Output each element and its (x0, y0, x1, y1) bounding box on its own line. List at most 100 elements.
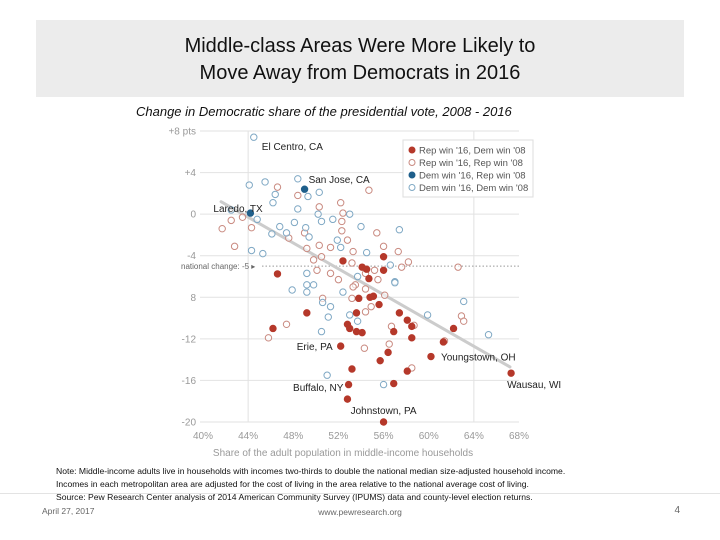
data-point (390, 327, 398, 336)
data-point (386, 261, 395, 269)
data-point (336, 199, 345, 207)
data-point (268, 230, 276, 238)
data-point (309, 256, 318, 264)
legend-label: Rep win '16, Dem win '08 (419, 145, 526, 156)
data-point (408, 334, 416, 342)
x-tick-label: 40% (193, 431, 213, 442)
data-point (290, 218, 299, 227)
data-point (449, 324, 458, 333)
data-point (282, 229, 291, 237)
data-point (238, 213, 247, 221)
data-point (227, 216, 235, 225)
data-point (273, 183, 282, 191)
data-point (303, 288, 311, 296)
data-point (381, 291, 389, 299)
x-axis-label: Share of the adult population in middle-… (213, 448, 473, 459)
title-box: Middle-class Areas Were More Likely to M… (36, 20, 684, 97)
annotation-label: Erie, PA (297, 342, 333, 353)
data-point (379, 380, 388, 389)
data-point (269, 199, 277, 207)
legend-label: Dem win '16, Dem win '08 (419, 183, 528, 194)
legend-box (402, 139, 534, 198)
data-point (333, 236, 341, 244)
data-point (369, 292, 378, 300)
data-point (390, 379, 398, 388)
data-point (338, 217, 346, 226)
data-point (294, 175, 302, 183)
y-tick-label: 8 (190, 293, 196, 304)
footer-url: www.pewresearch.org (318, 507, 402, 517)
data-point (227, 206, 235, 214)
data-point (343, 236, 352, 244)
data-point (288, 286, 296, 294)
data-point (384, 348, 392, 357)
data-point (343, 395, 352, 403)
data-point (245, 181, 253, 189)
data-point (355, 294, 363, 303)
x-tick-label: 52% (328, 431, 348, 442)
data-point (314, 210, 322, 218)
data-point (353, 317, 362, 325)
data-point (317, 217, 326, 226)
data-point (294, 205, 302, 213)
data-point (250, 133, 258, 141)
data-point (362, 265, 371, 273)
data-point (334, 275, 343, 284)
data-point (324, 313, 332, 321)
data-point (403, 367, 411, 375)
data-point (315, 203, 323, 211)
data-point (339, 257, 347, 265)
data-point (365, 274, 373, 283)
x-tick-label: 48% (283, 431, 303, 442)
reference-line-label: national change: -5 ▸ (181, 262, 255, 271)
annotation-label: El Centro, CA (262, 142, 323, 153)
y-tick-label: -4 (187, 251, 196, 262)
footer-date: April 27, 2017 (42, 506, 95, 516)
chart-subtitle: Change in Democratic share of the presid… (136, 104, 512, 119)
y-tick-label: -16 (182, 376, 197, 387)
annotation-label: San Jose, CA (309, 175, 370, 186)
data-point (323, 371, 331, 379)
data-point (361, 308, 370, 316)
x-tick-label: 68% (509, 431, 529, 442)
data-point (365, 186, 373, 194)
data-point (326, 302, 335, 311)
data-point (373, 229, 381, 237)
data-point (218, 224, 226, 233)
data-point (317, 327, 326, 336)
data-point (391, 279, 399, 287)
data-point (305, 233, 313, 241)
data-point (259, 249, 267, 258)
annotation-label: Buffalo, NY (293, 383, 344, 394)
data-point (282, 320, 291, 329)
data-point (294, 191, 302, 200)
data-point (357, 222, 365, 231)
data-point (395, 309, 404, 317)
data-point (346, 311, 354, 319)
data-point (379, 253, 388, 261)
data-point (360, 344, 369, 352)
annotation-label: Johnstown, PA (351, 406, 417, 417)
legend-label: Rep win '16, Rep win '08 (419, 158, 523, 169)
data-point (379, 418, 388, 426)
x-tick-label: 60% (419, 431, 439, 442)
data-point (507, 369, 515, 377)
data-point (346, 324, 354, 333)
data-point (374, 275, 382, 284)
data-point (326, 243, 335, 252)
x-tick-label: 44% (238, 431, 258, 442)
data-point (346, 210, 354, 218)
data-point (403, 316, 411, 324)
trend-line (219, 200, 512, 369)
data-point (261, 178, 269, 186)
data-point (313, 266, 321, 274)
data-point (303, 269, 311, 278)
data-point (358, 328, 366, 337)
data-point (329, 215, 337, 224)
legend-marker (408, 146, 416, 154)
data-point (376, 356, 384, 365)
data-point (348, 259, 356, 267)
y-tick-label: 0 (190, 210, 196, 221)
